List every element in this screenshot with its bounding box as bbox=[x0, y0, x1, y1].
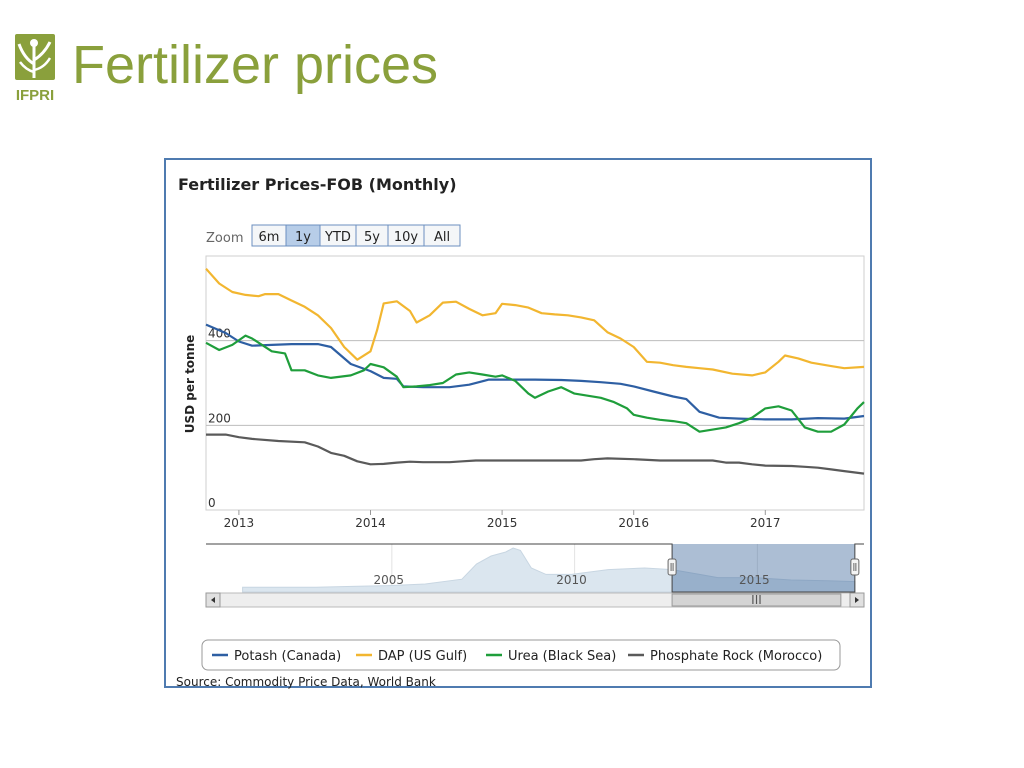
navigator[interactable]: 2005 2010 2015 III bbox=[205, 543, 865, 608]
legend-item-label[interactable]: Potash (Canada) bbox=[234, 649, 341, 664]
zoom-button-label: 10y bbox=[394, 230, 419, 245]
series-line-dap-us-gulf[interactable] bbox=[205, 267, 865, 377]
gridlines bbox=[206, 340, 864, 426]
scrollbar-thumb[interactable] bbox=[671, 593, 842, 607]
scroll-left-arrow-icon bbox=[211, 597, 215, 603]
zoom-button-label: 1y bbox=[295, 230, 311, 245]
y-tick-label: 0 bbox=[208, 496, 216, 510]
navigator-year-label: 2005 bbox=[374, 573, 405, 587]
x-tick-label: 2014 bbox=[355, 516, 386, 530]
navigator-area bbox=[242, 547, 856, 593]
navigator-handle-right[interactable] bbox=[850, 558, 860, 576]
navigator-outline bbox=[206, 543, 864, 593]
scrollbar-grip: III bbox=[751, 593, 762, 607]
y-tick-label: 400 bbox=[208, 327, 231, 341]
series-lines bbox=[205, 267, 865, 475]
ifpri-logo: IFPRI bbox=[14, 34, 56, 104]
x-tick-label: 2017 bbox=[750, 516, 781, 530]
zoom-button-group: 6m 1y YTD 5y 10y All bbox=[251, 224, 461, 247]
zoom-button-all[interactable] bbox=[423, 224, 461, 247]
legend-item-label[interactable]: Urea (Black Sea) bbox=[508, 649, 616, 664]
navigator-year-label: 2015 bbox=[739, 573, 770, 587]
chart-container: Fertilizer Prices-FOB (Monthly) Zoom 6m 1… bbox=[164, 158, 872, 689]
slide-title: Fertilizer prices bbox=[72, 35, 439, 95]
legend-item-label[interactable]: DAP (US Gulf) bbox=[378, 649, 467, 664]
y-tick-label: 200 bbox=[208, 411, 231, 425]
zoom-button-label: YTD bbox=[324, 230, 351, 245]
legend: Potash (Canada) DAP (US Gulf) Urea (Black … bbox=[212, 649, 822, 664]
zoom-label: Zoom bbox=[206, 231, 243, 246]
chart-title: Fertilizer Prices-FOB (Monthly) bbox=[178, 175, 457, 194]
source-note: Source: Commodity Price Data, World Bank bbox=[176, 675, 436, 689]
x-tick-label: 2016 bbox=[618, 516, 649, 530]
navigator-handle-left[interactable] bbox=[667, 558, 677, 576]
x-tick-label: 2015 bbox=[487, 516, 518, 530]
x-axis-ticks: 2013 2014 2015 2016 2017 bbox=[224, 510, 781, 530]
zoom-button-label: 5y bbox=[364, 230, 380, 245]
y-axis-label: USD per tonne bbox=[183, 335, 197, 434]
zoom-button-label: 6m bbox=[259, 230, 280, 245]
navigator-year-label: 2010 bbox=[556, 573, 587, 587]
series-line-phosphate-rock-morocco[interactable] bbox=[206, 433, 865, 475]
legend-box bbox=[201, 639, 841, 671]
navigator-selection[interactable] bbox=[672, 544, 855, 592]
legend-item-label[interactable]: Phosphate Rock (Morocco) bbox=[650, 649, 822, 664]
zoom-button-label: All bbox=[434, 230, 450, 245]
scroll-right-arrow-icon bbox=[855, 597, 859, 603]
x-tick-label: 2013 bbox=[224, 516, 255, 530]
series-line-urea-black-sea[interactable] bbox=[205, 334, 865, 433]
logo-text: IFPRI bbox=[16, 87, 54, 104]
plot-area bbox=[205, 255, 865, 511]
y-axis-ticks: 0 200 400 bbox=[208, 327, 231, 510]
